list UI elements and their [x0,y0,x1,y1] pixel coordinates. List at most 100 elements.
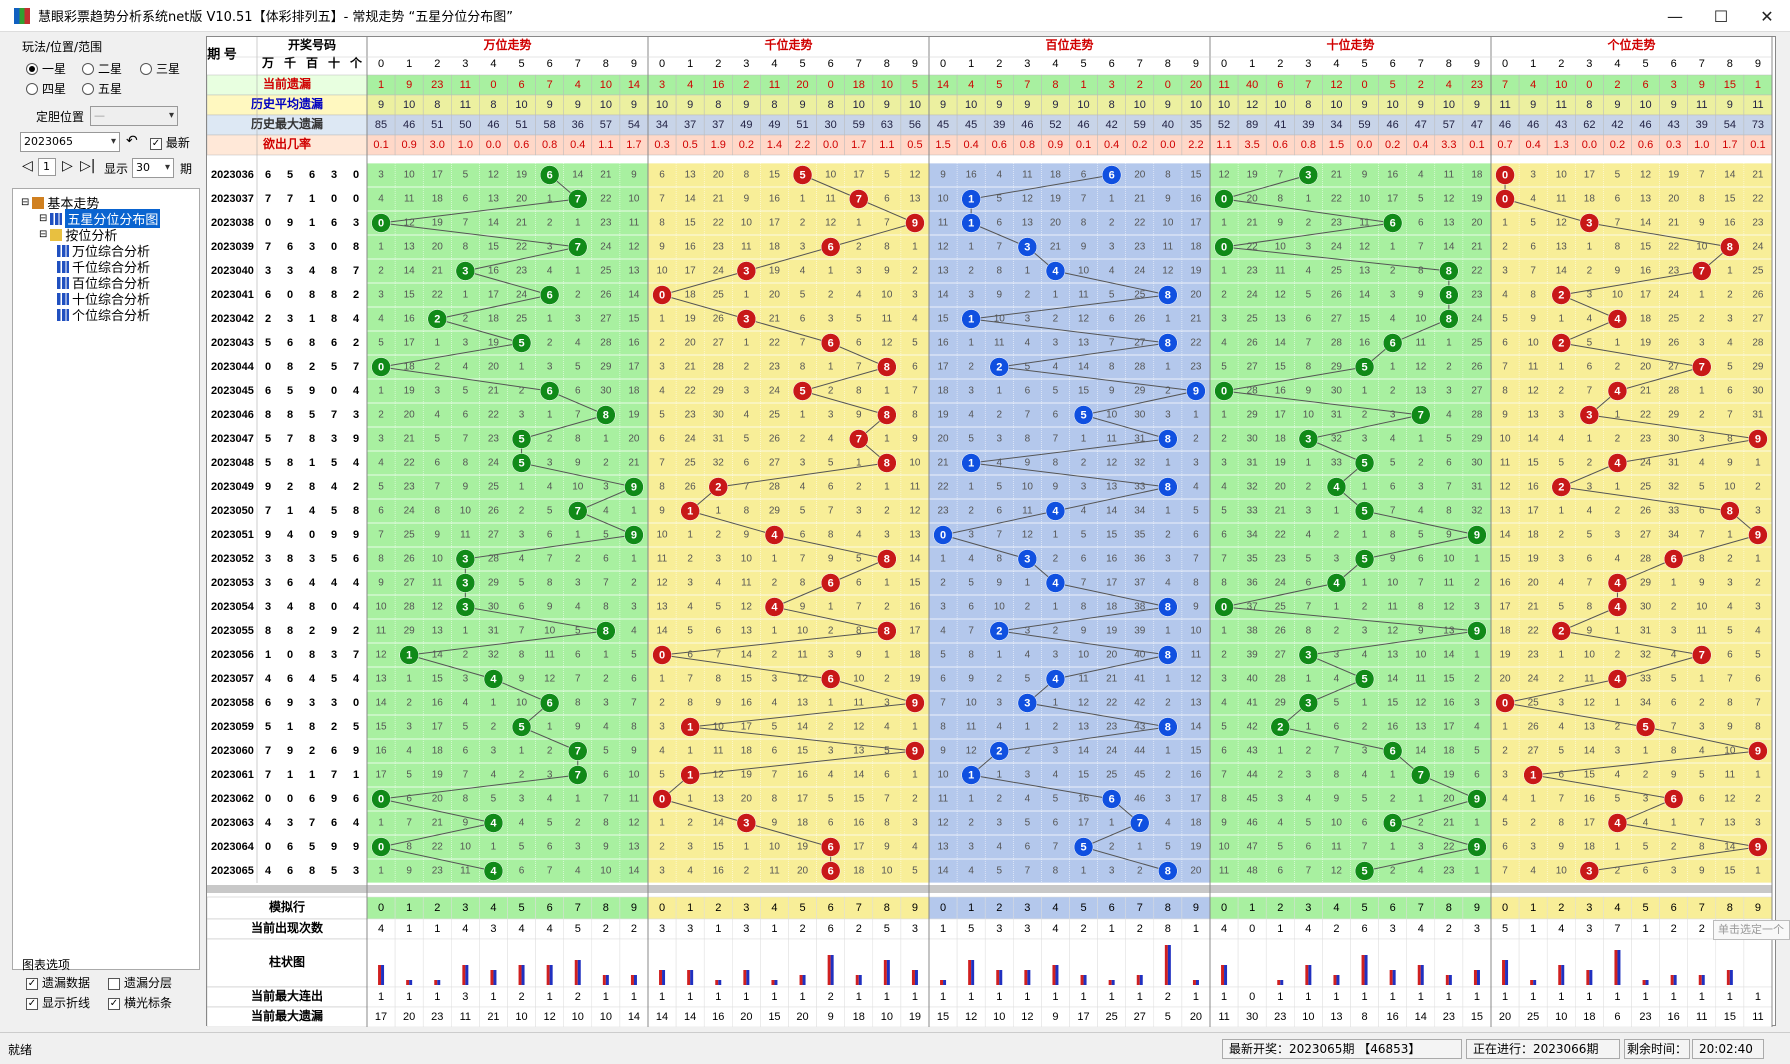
miss-count: 27 [1471,386,1483,397]
miss-count: 24 [1640,458,1652,469]
radio-2[interactable]: 三星 [140,60,180,77]
tree-item-4[interactable]: 千位综合分析 [57,257,150,276]
stat-value: 3 [1671,79,1677,91]
bar-red [883,960,887,985]
miss-count: 24 [713,266,725,277]
maxrun-value: 1 [715,991,721,1003]
close-button[interactable]: ✕ [1760,6,1774,26]
tree-item-0[interactable]: ⊟ 基本走势 [21,193,99,212]
dingdan-select[interactable]: — [90,106,178,126]
draw-digit: 4 [353,385,360,397]
tree-item-3[interactable]: 万位综合分析 [57,241,150,260]
tree-item-2[interactable]: ⊟ 按位分析 [39,225,117,244]
miss-count: 1 [378,386,384,397]
number-ball [1382,741,1403,761]
miss-count: 4 [547,482,553,493]
refresh-icon[interactable]: ↶ [126,133,138,149]
latest-checkbox[interactable]: ✓ 最新 [150,134,190,151]
count-select[interactable]: 30 [132,158,174,178]
maxrun-value: 1 [1558,991,1564,1003]
miss-count: 4 [1474,722,1480,733]
issue-value: 2023065 [24,135,73,148]
miss-count: 14 [1443,242,1455,253]
bar-blue [718,980,722,985]
miss-count: 30 [1668,434,1680,445]
miss-count: 2 [1221,290,1227,301]
last-page-icon[interactable]: ▷| [80,158,96,174]
miss-count: 12 [909,506,921,517]
ball-digit: 8 [1165,433,1171,445]
miss-count: 4 [968,410,974,421]
miss-count: 2 [1109,218,1115,229]
expand-icon[interactable]: ⊟ [21,197,30,208]
maximize-button[interactable]: ☐ [1713,6,1729,26]
miss-count: 14 [1640,218,1652,229]
chart-option-2[interactable]: ✓ 显示折线 [26,994,90,1011]
miss-count: 1 [434,338,440,349]
miss-count: 2 [575,554,581,565]
miss-count: 11 [797,650,808,661]
stat-value: 10 [965,99,977,111]
miss-count: 9 [884,842,890,853]
miss-count: 18 [741,746,753,757]
miss-count: 15 [937,314,949,325]
issue-select[interactable]: 2023065 [20,132,120,152]
miss-count: 15 [1106,530,1118,541]
ball-digit: 6 [828,337,834,349]
ball-digit: 0 [378,841,384,853]
radio-1[interactable]: 二星 [82,60,122,77]
stat-value: 10 [881,79,893,91]
stat-value: 10 [1218,99,1230,111]
miss-count: 9 [603,842,609,853]
count-value: 7 [1614,923,1620,935]
miss-count: 7 [1502,866,1508,877]
chart-option-1[interactable]: 遗漏分层 [108,974,172,991]
page-input[interactable]: 1 [38,158,56,176]
tree-item-1[interactable]: ⊟ 五星分位分布图 [39,209,161,228]
chart-option-3[interactable]: ✓ 横光标条 [108,994,172,1011]
miss-count: 4 [378,194,384,205]
miss-count: 14 [797,722,809,733]
miss-count: 10 [544,626,556,637]
radio-label: 一星 [42,62,67,76]
miss-count: 11 [1697,626,1708,637]
ball-digit: 4 [1614,385,1621,397]
miss-count: 23 [1668,266,1680,277]
miss-count: 5 [940,650,946,661]
sim-digit: 8 [1446,902,1452,914]
miss-count: 3 [1587,482,1593,493]
tree-item-6[interactable]: 十位综合分析 [57,289,150,308]
number-ball [1607,813,1628,833]
miss-count: 10 [628,770,640,781]
radio-3[interactable]: 四星 [26,80,66,97]
miss-count: 4 [1530,866,1536,877]
expand-icon[interactable]: ⊟ [39,229,48,240]
miss-count: 12 [937,818,949,829]
ball-digit: 2 [996,745,1002,757]
prev-page-icon[interactable]: ◁ [22,158,33,174]
maxrun-value: 1 [884,991,890,1003]
digit-header: 8 [884,58,890,70]
miss-count: 11 [1078,290,1089,301]
miss-count: 1 [1446,338,1452,349]
miss-count: 9 [744,194,750,205]
radio-0[interactable]: 一星 [26,60,66,77]
miss-count: 19 [1106,626,1118,637]
miss-count: 3 [659,362,665,373]
chart-option-0[interactable]: ✓ 遗漏数据 [26,974,90,991]
miss-count: 1 [1362,386,1368,397]
miss-count: 9 [1418,626,1424,637]
minimize-button[interactable]: — [1667,6,1683,26]
miss-count: 15 [1724,194,1736,205]
draw-digit: 4 [265,865,272,877]
tree-item-7[interactable]: 个位综合分析 [57,305,150,324]
expand-icon[interactable]: ⊟ [39,213,48,224]
miss-count: 2 [1165,386,1171,397]
draw-digit: 6 [353,793,359,805]
miss-count: 1 [575,218,581,229]
tree-item-5[interactable]: 百位综合分析 [57,273,150,292]
next-page-icon[interactable]: ▷ [62,158,73,174]
radio-4[interactable]: 五星 [82,80,122,97]
number-ball [1017,549,1038,569]
miss-count: 10 [1218,842,1230,853]
